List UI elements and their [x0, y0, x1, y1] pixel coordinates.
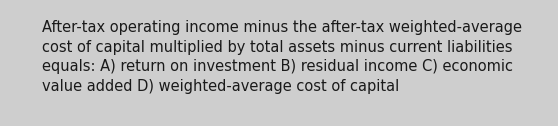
Text: After-tax operating income minus the after-tax weighted-average
cost of capital : After-tax operating income minus the aft… — [42, 20, 522, 94]
